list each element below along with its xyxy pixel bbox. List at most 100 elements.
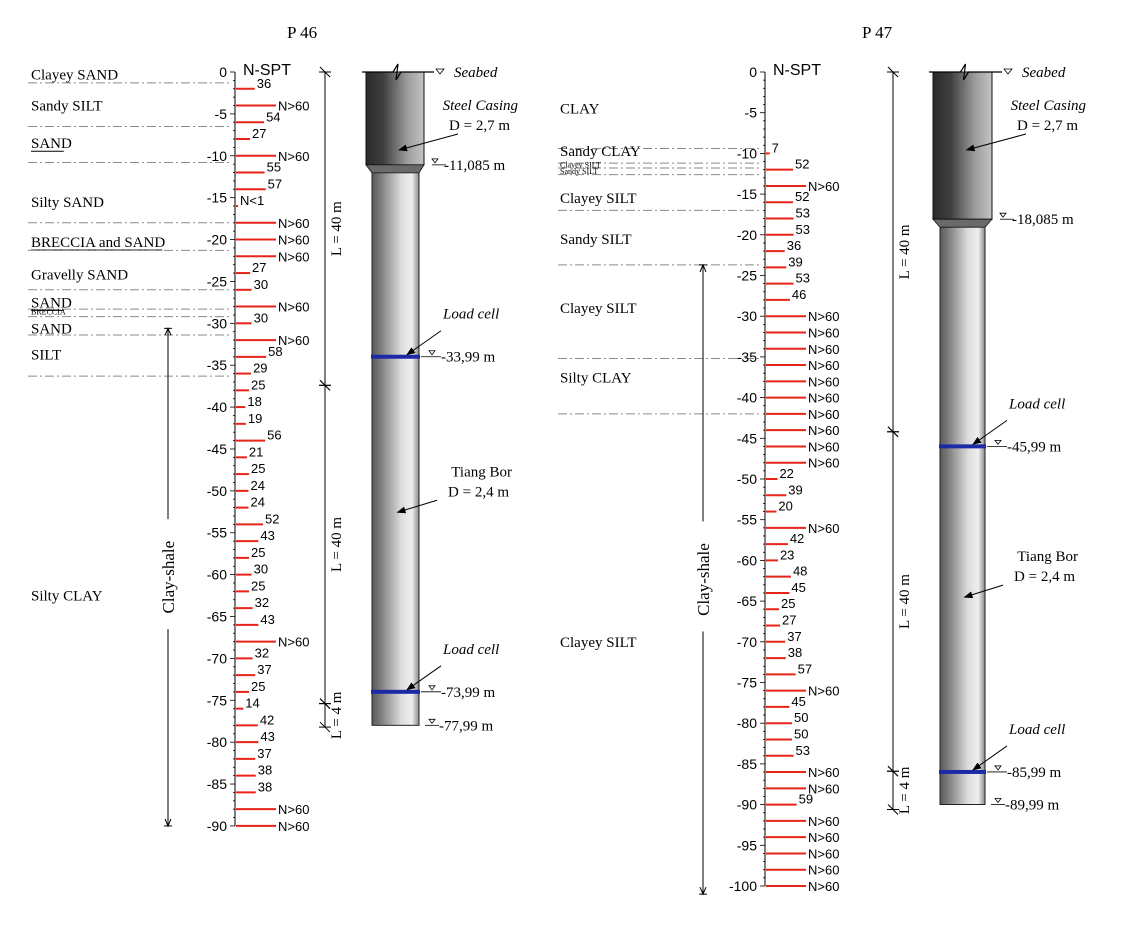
spt-value-label: 36 xyxy=(787,238,801,253)
clay-shale-marker: Clay-shale xyxy=(159,327,178,828)
spt-value-label: N>60 xyxy=(278,819,309,834)
spt-value-label: 38 xyxy=(258,763,272,778)
spt-value-label: 48 xyxy=(793,564,807,579)
load-cell xyxy=(371,354,420,359)
spt-value-label: 43 xyxy=(260,729,274,744)
segment-dimension-slash xyxy=(887,426,899,438)
depth-tick-label: -20 xyxy=(737,227,757,243)
spt-value-label: 37 xyxy=(257,746,271,761)
seabed-label: Seabed xyxy=(454,65,498,81)
soil-layers: Clayey SAND Sandy SILT SAND Silty SAND BRECC… xyxy=(28,68,232,605)
tip-triangle xyxy=(428,718,436,724)
spt-value-label: N>60 xyxy=(278,333,309,348)
spt-value-label: 22 xyxy=(779,466,793,481)
spt-value-label: 50 xyxy=(794,726,808,741)
load-cell-arrow xyxy=(406,665,442,691)
depth-tick-label: -30 xyxy=(207,315,227,331)
spt-value-label: 18 xyxy=(247,394,261,409)
spt-value-label: 42 xyxy=(260,712,274,727)
load-cell-arrow xyxy=(972,745,1008,771)
soil-layer-label: SAND xyxy=(31,295,72,311)
casing-bottom-label: -18,085 m xyxy=(1012,212,1074,228)
soil-layer-label: Gravelly SAND xyxy=(31,268,128,284)
spt-values: 36N>605427N>605557N<1N>60N>60N>602730N>6… xyxy=(236,76,309,834)
depth-tick-label: -65 xyxy=(737,593,757,609)
spt-value-label: 42 xyxy=(790,531,804,546)
spt-value-label: 57 xyxy=(798,661,812,676)
pile-drawing: Seabed Steel Casing D = 2,7 m -11,085 m … xyxy=(319,63,519,739)
spt-value-label: N>60 xyxy=(808,439,839,454)
spt-value-label: 14 xyxy=(245,696,259,711)
depth-tick-label: -15 xyxy=(737,186,757,202)
depth-tick-label: -10 xyxy=(737,145,757,161)
seabed-triangle xyxy=(435,68,445,75)
depth-tick-label: -80 xyxy=(207,734,227,750)
spt-header: N-SPT xyxy=(243,62,291,79)
spt-value-label: N>60 xyxy=(808,814,839,829)
spt-value-label: 53 xyxy=(796,743,810,758)
soil-layer-label: BRECCIA xyxy=(31,307,66,316)
pile-top-break-mark xyxy=(362,63,434,81)
segment-dimension-slash xyxy=(319,379,331,391)
spt-value-label: 38 xyxy=(788,645,802,660)
depth-tick-label: -5 xyxy=(215,106,228,122)
spt-value-label: 45 xyxy=(791,694,805,709)
spt-value-label: 53 xyxy=(796,271,810,286)
soil-layer-label: Sandy CLAY xyxy=(560,144,641,160)
pile-segment-length: L = 40 m xyxy=(329,517,345,572)
load-cell-arrow xyxy=(972,419,1008,445)
depth-tick-label: -25 xyxy=(207,273,227,289)
casing-diameter: D = 2,7 m xyxy=(1017,118,1078,134)
segment-dimension-slash xyxy=(887,765,899,777)
casing-bottom-triangle xyxy=(999,212,1007,218)
soil-layer-label: Sandy SILT xyxy=(560,167,598,176)
load-cell-depth: -73,99 m xyxy=(441,685,495,701)
spt-value-label: N>60 xyxy=(808,179,839,194)
clay-shale-arrow xyxy=(699,886,707,896)
spt-value-label: 25 xyxy=(251,545,265,560)
depth-tick-label: -40 xyxy=(737,390,757,406)
spt-value-label: 57 xyxy=(268,176,282,191)
spt-value-label: 24 xyxy=(250,495,264,510)
depth-axis: 0 -5 -10 -15 -20 -25 -30 -35 -40 -45 -50 -55 -60 -65 -… xyxy=(207,64,236,834)
bore-diameter: D = 2,4 m xyxy=(1014,569,1075,585)
load-cell xyxy=(371,689,420,694)
spt-value-label: N>60 xyxy=(278,300,309,315)
casing-bottom-triangle xyxy=(431,158,439,164)
spt-value-label: 25 xyxy=(251,578,265,593)
clay-shale-arrow xyxy=(164,327,172,336)
pile-segment-length: L = 40 m xyxy=(897,224,913,279)
bore-diameter: D = 2,4 m xyxy=(448,484,509,500)
pile-segment-length: L = 4 m xyxy=(329,691,345,739)
bore-callout-arrow xyxy=(396,499,438,514)
pile-segment-length: L = 40 m xyxy=(897,574,913,629)
depth-tick-label: -30 xyxy=(737,308,757,324)
depth-tick-label: -45 xyxy=(737,430,757,446)
clay-shale-label: Clay-shale xyxy=(694,543,713,616)
seabed-label: Seabed xyxy=(1022,65,1066,81)
depth-axis: 0 -5 -10 -15 -20 -25 -30 -35 -40 -45 -50 -55 -60 -65 -… xyxy=(729,64,766,894)
spt-value-label: N>60 xyxy=(278,635,309,650)
spt-value-label: 46 xyxy=(792,287,806,302)
depth-tick-label: -75 xyxy=(207,692,227,708)
depth-tick-label: -50 xyxy=(207,483,227,499)
panel-title: P 46 xyxy=(287,23,317,42)
segment-dimension-slash xyxy=(319,66,331,78)
soil-layer-label: Sandy SILT xyxy=(560,232,632,248)
casing-label: Steel Casing xyxy=(443,98,519,114)
spt-value-label: N>60 xyxy=(278,149,309,164)
spt-value-label: 55 xyxy=(267,160,281,175)
spt-value-label: 36 xyxy=(257,76,271,91)
load-cell-depth: -33,99 m xyxy=(441,350,495,366)
spt-value-label: N>60 xyxy=(808,358,839,373)
soil-layer-label: Clayey SILT xyxy=(560,301,637,317)
segment-dimension-slash xyxy=(887,804,899,815)
spt-value-label: 27 xyxy=(782,613,796,628)
spt-value-label: 43 xyxy=(260,528,274,543)
spt-value-label: N>60 xyxy=(278,249,309,264)
depth-tick-label: -90 xyxy=(737,797,757,813)
depth-tick-label: -35 xyxy=(737,349,757,365)
spt-value-label: 29 xyxy=(253,361,267,376)
segment-dimension-slash xyxy=(319,698,331,709)
